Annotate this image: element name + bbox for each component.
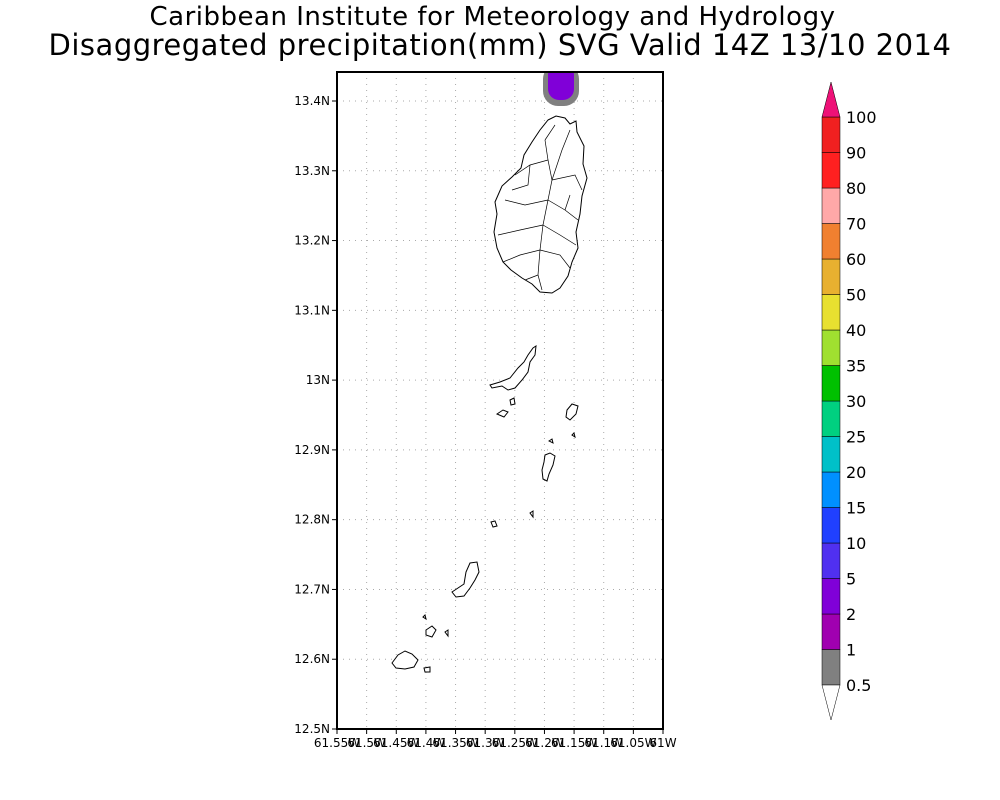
lat-tick-label: 13.1N bbox=[294, 303, 330, 317]
lat-tick-label: 13.3N bbox=[294, 164, 330, 178]
latitude-axis: 12.5N 12.6N 12.7N 12.8N 12.9N 13N 13.1N 13.2N 13… bbox=[294, 94, 337, 736]
colorbar-bin bbox=[821, 116, 841, 153]
lat-tick-label: 12.9N bbox=[294, 443, 330, 457]
lat-tick-label: 13.4N bbox=[294, 94, 330, 108]
colorbar-top-arrow bbox=[821, 81, 841, 118]
colorbar-bin bbox=[821, 613, 841, 650]
colorbar-label: 50 bbox=[846, 286, 866, 305]
islet-c bbox=[571, 432, 576, 439]
lon-tick-label: 61.55W bbox=[314, 736, 360, 750]
map-frame bbox=[336, 71, 664, 730]
st-vincent-outline bbox=[493, 115, 588, 294]
colorbar-bin bbox=[821, 152, 841, 189]
colorbar-label: 70 bbox=[846, 215, 866, 234]
watershed-lines bbox=[497, 124, 583, 291]
mustique-outline bbox=[565, 403, 579, 421]
islet-g bbox=[444, 629, 449, 638]
colorbar-bin bbox=[821, 365, 841, 402]
colorbar-label: 0.5 bbox=[846, 676, 871, 695]
colorbar-label: 90 bbox=[846, 144, 866, 163]
coastlines bbox=[391, 115, 588, 673]
lon-tick-label: 61.2W bbox=[525, 736, 564, 750]
lon-tick-label: 61.35W bbox=[432, 736, 478, 750]
islet-f bbox=[425, 625, 437, 638]
islet-h bbox=[422, 614, 427, 621]
lat-tick-label: 12.5N bbox=[294, 722, 330, 736]
colorbar-label: 1 bbox=[846, 641, 856, 660]
colorbar-bin bbox=[821, 258, 841, 295]
lat-tick-label: 12.6N bbox=[294, 652, 330, 666]
lon-tick-label: 61.15W bbox=[551, 736, 597, 750]
colorbar-label: 5 bbox=[846, 570, 856, 589]
lon-tick-label: 61.5W bbox=[347, 736, 386, 750]
canouan-outline bbox=[541, 452, 556, 482]
lon-tick-label: 61.4W bbox=[407, 736, 446, 750]
colorbar-bin bbox=[821, 507, 841, 544]
lat-tick-label: 13.2N bbox=[294, 234, 330, 248]
colorbar-label: 2 bbox=[846, 605, 856, 624]
colorbar-label: 100 bbox=[846, 108, 877, 127]
lon-tick-label: 61.05W bbox=[610, 736, 656, 750]
colorbar-label: 30 bbox=[846, 392, 866, 411]
lat-tick-label: 13N bbox=[306, 373, 330, 387]
colorbar-bin bbox=[821, 400, 841, 437]
colorbar-bin bbox=[821, 329, 841, 366]
precip-core-shade bbox=[548, 72, 574, 100]
institute-title: Caribbean Institute for Meteorology and … bbox=[149, 2, 836, 32]
lon-tick-label: 61.1W bbox=[584, 736, 623, 750]
bequia-outline bbox=[489, 344, 537, 391]
colorbar-label: 15 bbox=[846, 499, 866, 518]
lon-tick-label: 61.25W bbox=[492, 736, 538, 750]
colorbar-bottom-arrow bbox=[821, 684, 841, 721]
lat-tick-label: 12.8N bbox=[294, 513, 330, 527]
colorbar-bin bbox=[821, 471, 841, 508]
colorbar-bin bbox=[821, 578, 841, 615]
lon-tick-label: 61W bbox=[649, 736, 676, 750]
mayreau-outline bbox=[490, 520, 498, 528]
colorbar-label: 25 bbox=[846, 428, 866, 447]
union-island-outline bbox=[451, 561, 480, 598]
precipitation-area bbox=[543, 72, 579, 106]
colorbar-label: 20 bbox=[846, 463, 866, 482]
colorbar-label: 10 bbox=[846, 534, 866, 553]
colorbar-label: 40 bbox=[846, 321, 866, 340]
lat-tick-label: 12.7N bbox=[294, 582, 330, 596]
islet-a bbox=[495, 409, 509, 418]
islet-b bbox=[509, 397, 516, 406]
colorbar-bin bbox=[821, 542, 841, 579]
islet-i bbox=[423, 666, 431, 673]
colorbar-bin bbox=[821, 187, 841, 224]
colorbar-label: 60 bbox=[846, 250, 866, 269]
lon-tick-label: 61.3W bbox=[466, 736, 505, 750]
islet-d bbox=[548, 438, 554, 444]
southern-island-outline bbox=[391, 650, 419, 670]
colorbar-bin bbox=[821, 649, 841, 686]
lon-tick-label: 61.45W bbox=[373, 736, 419, 750]
islet-e bbox=[529, 510, 534, 519]
longitude-axis: 61.55W61.5W61.45W61.4W61.35W61.3W61.25W6… bbox=[314, 729, 677, 750]
colorbar-label: 35 bbox=[846, 357, 866, 376]
colorbar-bin bbox=[821, 436, 841, 473]
colorbar-label: 80 bbox=[846, 179, 866, 198]
colorbar-bin bbox=[821, 223, 841, 260]
map-background bbox=[337, 72, 663, 729]
colorbar-bin bbox=[821, 294, 841, 331]
product-title: Disaggregated precipitation(mm) SVG Vali… bbox=[48, 28, 952, 62]
